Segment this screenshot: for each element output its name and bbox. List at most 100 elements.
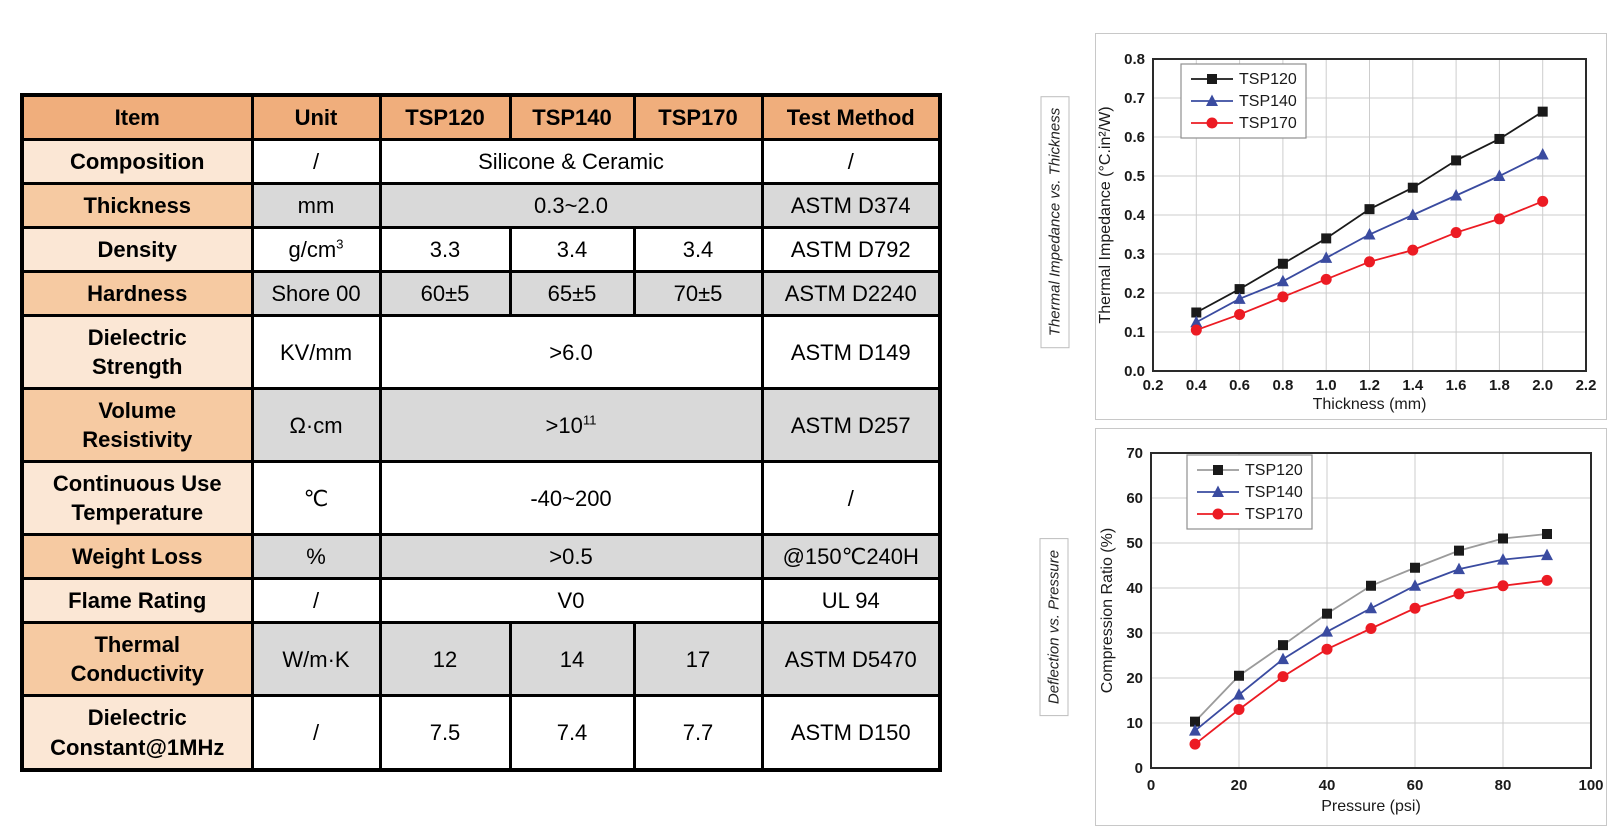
unit-cell: KV/mm (250, 314, 382, 391)
unit-cell: / (250, 138, 382, 186)
method-cell: ASTM D374 (760, 182, 942, 230)
svg-text:50: 50 (1126, 535, 1143, 552)
svg-text:0.5: 0.5 (1124, 168, 1145, 185)
method-cell: @150℃240H (760, 533, 942, 581)
unit-superscript: 3 (336, 236, 344, 252)
column-header-item: Item (20, 93, 254, 142)
plot-frame (1150, 452, 1592, 769)
svg-text:TSP120: TSP120 (1239, 71, 1297, 88)
svg-text:0.4: 0.4 (1186, 377, 1208, 394)
method-cell: ASTM D149 (760, 314, 942, 391)
item-cell: Weight Loss (20, 533, 254, 581)
item-cell: Continuous Use Temperature (20, 460, 254, 537)
value-cell-tsp140: 65±5 (508, 270, 636, 318)
unit-cell: Shore 00 (250, 270, 382, 318)
column-header-tsp140: TSP140 (508, 93, 636, 142)
column-header-test-method: Test Method (760, 93, 942, 142)
column-header-unit: Unit (250, 93, 382, 142)
value-cell-tsp140: 14 (508, 621, 636, 698)
svg-text:1.0: 1.0 (1316, 377, 1337, 394)
legend: TSP120 TSP140 TSP170 (1186, 454, 1313, 530)
series-TSP170 (1190, 195, 1549, 336)
value-cell: >1011 (378, 387, 764, 464)
svg-text:0.3: 0.3 (1124, 246, 1145, 263)
value-cell: 0.3~2.0 (378, 182, 764, 230)
svg-text:10: 10 (1126, 715, 1143, 732)
svg-text:0.7: 0.7 (1124, 90, 1145, 107)
svg-text:0.8: 0.8 (1124, 51, 1145, 68)
x-axis-label: Thickness (mm) (1313, 396, 1427, 413)
value-cell-tsp170: 70±5 (632, 270, 764, 318)
series-TSP170 (1189, 574, 1553, 750)
value-cell-tsp140: 3.4 (508, 226, 636, 274)
method-cell: UL 94 (760, 577, 942, 625)
svg-text:60: 60 (1126, 490, 1143, 507)
spec-table: Item Unit TSP120 TSP140 TSP170 Test Meth… (20, 93, 942, 772)
svg-text:TSP140: TSP140 (1239, 93, 1297, 110)
svg-text:0: 0 (1147, 777, 1155, 794)
svg-text:0.8: 0.8 (1272, 377, 1293, 394)
value-cell-tsp120: 60±5 (378, 270, 512, 318)
method-cell: ASTM D792 (760, 226, 942, 274)
unit-cell: Ω·cm (250, 387, 382, 464)
svg-text:1.4: 1.4 (1402, 377, 1424, 394)
item-cell: Volume Resistivity (20, 387, 254, 464)
table-row-volume-resistivity: Volume Resistivity Ω·cm >1011 ASTM D257 (20, 387, 942, 464)
thermal-impedance-side-label: Thermal Impedance vs. Thickness (1040, 95, 1070, 349)
thermal-impedance-chart: 0.2 0.4 0.6 0.8 1.0 1.2 1.4 1.6 1.8 2.0 2.2 0.0 0.1 0… (1097, 51, 1596, 413)
svg-text:0.4: 0.4 (1124, 207, 1146, 224)
item-cell: Composition (20, 138, 254, 186)
table-row-density: Density g/cm3 3.3 3.4 3.4 ASTM D792 (20, 226, 942, 274)
method-cell: ASTM D257 (760, 387, 942, 464)
unit-cell: g/cm3 (250, 226, 382, 274)
series-TSP120 (1191, 106, 1548, 318)
svg-text:TSP170: TSP170 (1245, 506, 1303, 523)
unit-cell: % (250, 533, 382, 581)
tick-labels: 0.2 0.4 0.6 0.8 1.0 1.2 1.4 1.6 1.8 2.0 2.2 0.0 0.1 0… (1124, 51, 1596, 394)
compression-ratio-chart: 0 20 40 60 80 100 0 10 20 30 40 50 60 70 Pressure (psi… (1099, 445, 1604, 815)
unit-cell: ℃ (250, 460, 382, 537)
svg-text:1.8: 1.8 (1489, 377, 1510, 394)
method-cell: / (760, 460, 942, 537)
table-row-weight-loss: Weight Loss % >0.5 @150℃240H (20, 533, 942, 581)
column-header-tsp120: TSP120 (378, 93, 512, 142)
series-TSP140 (1189, 548, 1553, 736)
thermal-impedance-chart-panel: 0.2 0.4 0.6 0.8 1.0 1.2 1.4 1.6 1.8 2.0 2.2 0.0 0.1 0… (1095, 33, 1607, 420)
svg-text:20: 20 (1126, 670, 1143, 687)
svg-text:0.6: 0.6 (1124, 129, 1145, 146)
svg-text:40: 40 (1126, 580, 1143, 597)
tick-labels: 0 20 40 60 80 100 0 10 20 30 40 50 60 70 (1126, 445, 1603, 794)
item-cell: Thermal Conductivity (20, 621, 254, 698)
svg-text:2.2: 2.2 (1576, 377, 1597, 394)
svg-text:0.2: 0.2 (1143, 377, 1164, 394)
unit-cell: / (250, 694, 382, 772)
value-cell-tsp120: 7.5 (378, 694, 512, 772)
unit-cell: / (250, 577, 382, 625)
item-cell: Thickness (20, 182, 254, 230)
y-axis-label: Compression Ratio (%) (1099, 528, 1116, 693)
method-cell: ASTM D2240 (760, 270, 942, 318)
y-axis-label: Thermal Impedance (°C.in²/W) (1097, 106, 1114, 323)
value-cell-tsp170: 17 (632, 621, 764, 698)
table-header-row: Item Unit TSP120 TSP140 TSP170 Test Meth… (20, 93, 942, 142)
svg-text:1.2: 1.2 (1359, 377, 1380, 394)
svg-text:100: 100 (1578, 777, 1603, 794)
svg-text:TSP170: TSP170 (1239, 115, 1297, 132)
svg-text:60: 60 (1407, 777, 1424, 794)
series-TSP140 (1190, 148, 1549, 328)
value-superscript: 11 (582, 412, 597, 428)
svg-text:2.0: 2.0 (1532, 377, 1553, 394)
table-row-flame-rating: Flame Rating / V0 UL 94 (20, 577, 942, 625)
series-TSP120 (1190, 529, 1552, 727)
table-row-dielectric-constant: Dielectric Constant@1MHz / 7.5 7.4 7.7 AS… (20, 694, 942, 772)
plot-frame (1152, 58, 1587, 372)
value-cell-tsp170: 7.7 (632, 694, 764, 772)
item-cell: Hardness (20, 270, 254, 318)
svg-text:0.1: 0.1 (1124, 324, 1145, 341)
value-cell: >6.0 (378, 314, 764, 391)
value-cell: Silicone & Ceramic (378, 138, 764, 186)
value-cell: >0.5 (378, 533, 764, 581)
unit-cell: mm (250, 182, 382, 230)
x-axis-label: Pressure (psi) (1321, 798, 1421, 815)
table-row-thickness: Thickness mm 0.3~2.0 ASTM D374 (20, 182, 942, 230)
